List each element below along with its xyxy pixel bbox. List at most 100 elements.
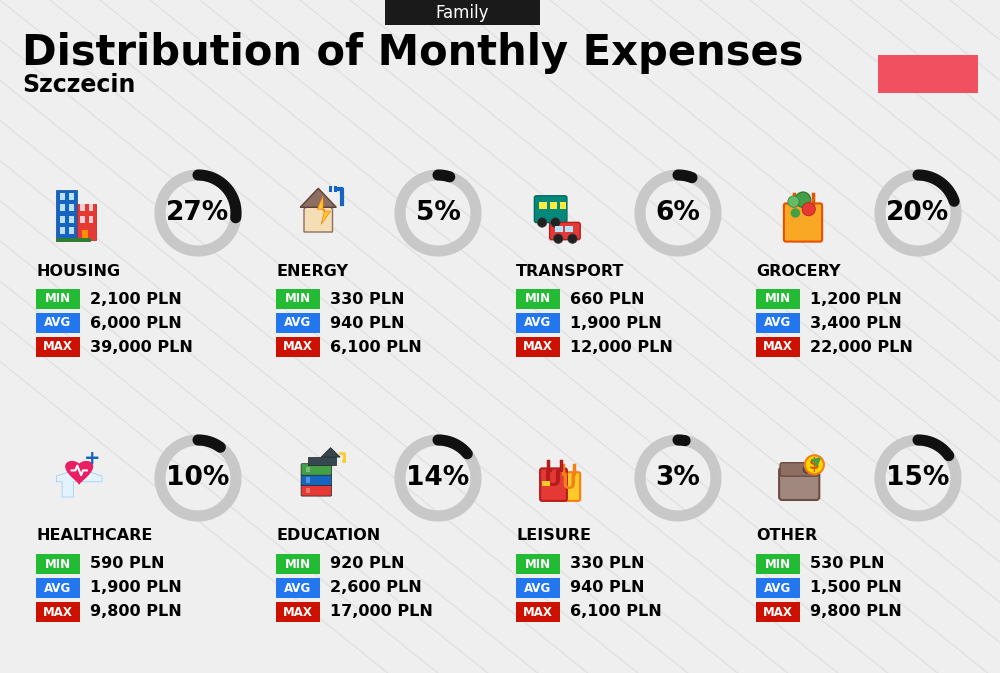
FancyBboxPatch shape (534, 196, 567, 223)
Circle shape (803, 466, 811, 473)
Text: AVG: AVG (44, 316, 72, 330)
Polygon shape (300, 188, 336, 207)
FancyBboxPatch shape (756, 337, 800, 357)
Text: 3,400 PLN: 3,400 PLN (810, 316, 902, 330)
FancyBboxPatch shape (756, 313, 800, 333)
FancyBboxPatch shape (516, 313, 560, 333)
FancyBboxPatch shape (306, 477, 310, 483)
Text: MIN: MIN (765, 293, 791, 306)
FancyBboxPatch shape (56, 190, 77, 240)
Text: MAX: MAX (523, 341, 553, 353)
Text: ENERGY: ENERGY (276, 264, 348, 279)
Text: AVG: AVG (284, 581, 312, 594)
FancyBboxPatch shape (301, 464, 332, 475)
Text: 6,100 PLN: 6,100 PLN (570, 604, 662, 620)
FancyBboxPatch shape (756, 578, 800, 598)
FancyBboxPatch shape (36, 578, 80, 598)
Circle shape (802, 203, 815, 216)
FancyBboxPatch shape (550, 222, 580, 240)
FancyBboxPatch shape (36, 337, 80, 357)
Text: 940 PLN: 940 PLN (330, 316, 404, 330)
Text: 15%: 15% (886, 465, 950, 491)
Text: MIN: MIN (525, 293, 551, 306)
FancyBboxPatch shape (69, 205, 74, 211)
Text: 530 PLN: 530 PLN (810, 557, 885, 571)
FancyBboxPatch shape (550, 202, 557, 209)
FancyBboxPatch shape (301, 485, 332, 496)
FancyBboxPatch shape (334, 186, 337, 192)
Text: 10%: 10% (166, 465, 230, 491)
Text: Szczecin: Szczecin (22, 73, 135, 97)
Polygon shape (56, 468, 102, 497)
FancyBboxPatch shape (329, 186, 332, 192)
Text: 5%: 5% (416, 200, 460, 226)
Text: U: U (544, 470, 562, 490)
Text: MAX: MAX (43, 606, 73, 618)
Text: TRANSPORT: TRANSPORT (516, 264, 624, 279)
Text: $: $ (809, 457, 820, 472)
Text: AVG: AVG (284, 316, 312, 330)
FancyBboxPatch shape (542, 481, 550, 486)
FancyBboxPatch shape (385, 0, 540, 25)
Text: MIN: MIN (765, 557, 791, 571)
FancyBboxPatch shape (539, 202, 547, 209)
Text: 330 PLN: 330 PLN (570, 557, 644, 571)
FancyBboxPatch shape (276, 554, 320, 574)
Text: 940 PLN: 940 PLN (570, 581, 644, 596)
FancyBboxPatch shape (80, 205, 85, 211)
Text: 1,900 PLN: 1,900 PLN (570, 316, 662, 330)
Text: GROCERY: GROCERY (756, 264, 840, 279)
FancyBboxPatch shape (36, 313, 80, 333)
Text: 27%: 27% (166, 200, 230, 226)
Text: 6%: 6% (656, 200, 700, 226)
Text: 1,200 PLN: 1,200 PLN (810, 291, 902, 306)
FancyBboxPatch shape (276, 289, 320, 309)
FancyBboxPatch shape (69, 227, 74, 234)
Polygon shape (807, 196, 816, 209)
FancyBboxPatch shape (276, 602, 320, 622)
Circle shape (788, 196, 799, 207)
FancyBboxPatch shape (69, 193, 74, 200)
Text: 2,100 PLN: 2,100 PLN (90, 291, 182, 306)
FancyBboxPatch shape (557, 472, 580, 501)
Text: MAX: MAX (43, 341, 73, 353)
Text: 6,100 PLN: 6,100 PLN (330, 339, 422, 355)
Text: 6,000 PLN: 6,000 PLN (90, 316, 182, 330)
FancyBboxPatch shape (60, 205, 65, 211)
FancyBboxPatch shape (56, 238, 91, 242)
Text: 22,000 PLN: 22,000 PLN (810, 339, 913, 355)
Text: MAX: MAX (283, 341, 313, 353)
FancyBboxPatch shape (560, 202, 566, 209)
FancyBboxPatch shape (540, 468, 567, 501)
FancyBboxPatch shape (89, 216, 93, 223)
FancyBboxPatch shape (77, 203, 96, 240)
FancyBboxPatch shape (306, 487, 310, 493)
Circle shape (805, 455, 824, 474)
FancyBboxPatch shape (878, 55, 978, 93)
Text: 9,800 PLN: 9,800 PLN (810, 604, 902, 620)
Text: Distribution of Monthly Expenses: Distribution of Monthly Expenses (22, 32, 804, 74)
Text: HOUSING: HOUSING (36, 264, 120, 279)
Text: 920 PLN: 920 PLN (330, 557, 404, 571)
Text: OTHER: OTHER (756, 528, 817, 544)
FancyBboxPatch shape (301, 474, 332, 486)
FancyBboxPatch shape (555, 226, 563, 232)
Polygon shape (304, 194, 332, 232)
FancyBboxPatch shape (69, 216, 74, 223)
Text: +: + (84, 450, 101, 468)
Circle shape (554, 234, 563, 244)
FancyBboxPatch shape (36, 554, 80, 574)
Text: AVG: AVG (44, 581, 72, 594)
Text: U: U (561, 474, 576, 493)
Text: MAX: MAX (763, 606, 793, 618)
Text: EDUCATION: EDUCATION (276, 528, 380, 544)
Circle shape (791, 208, 800, 218)
Text: MAX: MAX (283, 606, 313, 618)
Text: 660 PLN: 660 PLN (570, 291, 644, 306)
FancyBboxPatch shape (60, 227, 65, 234)
Text: 1,500 PLN: 1,500 PLN (810, 581, 902, 596)
FancyBboxPatch shape (276, 578, 320, 598)
Text: AVG: AVG (764, 581, 792, 594)
Text: MAX: MAX (763, 341, 793, 353)
Text: 1,900 PLN: 1,900 PLN (90, 581, 182, 596)
